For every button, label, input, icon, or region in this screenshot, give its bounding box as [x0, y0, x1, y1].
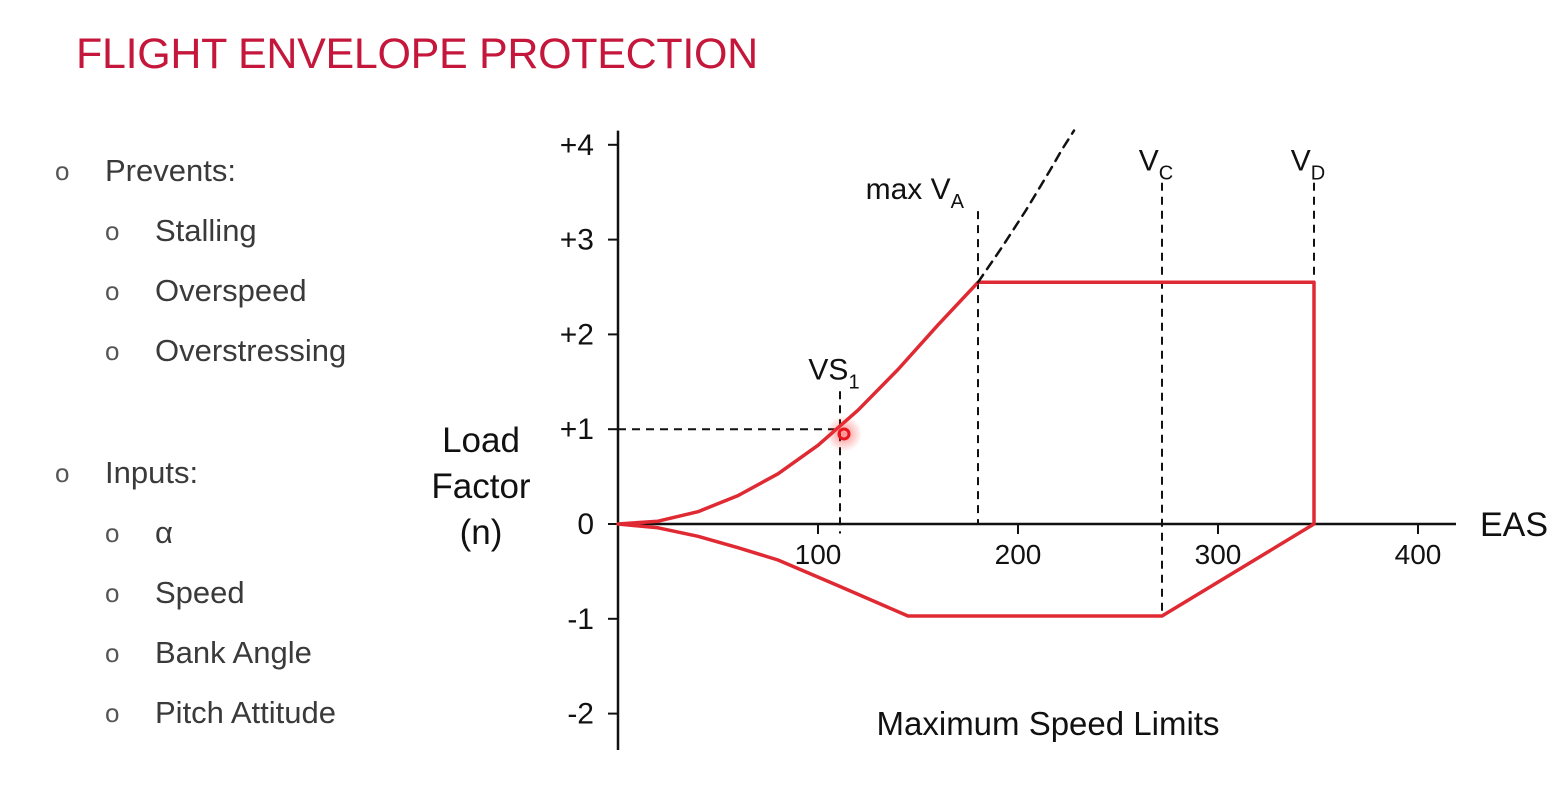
highlight-point-glow [826, 415, 862, 452]
bullet-marker: o [105, 518, 120, 548]
bullet-prevents-heading: Prevents: [105, 153, 236, 188]
y-tick-label: 0 [577, 508, 594, 541]
y-tick-label: +1 [560, 413, 594, 446]
bullet-item-label: Speed [155, 575, 245, 610]
bullet-item-label: Bank Angle [155, 635, 312, 670]
bullet-item-label: α [155, 515, 173, 550]
y-axis-label-line: Load [442, 421, 520, 460]
envelope-line [616, 280, 1316, 618]
bullet-marker: o [105, 638, 120, 668]
y-tick-label: +3 [560, 224, 594, 257]
bullet-inputs-heading: Inputs: [105, 455, 199, 490]
marker-label: VS1 [808, 353, 859, 393]
bullet-prevents: o Prevents: [55, 153, 236, 189]
stall-boundary-dashed-line [976, 129, 1076, 284]
x-tick-label: 400 [1395, 539, 1442, 570]
bullet-marker: o [105, 216, 120, 246]
bullet-marker: o [105, 276, 120, 306]
bullet-overstressing: o Overstressing [105, 333, 347, 369]
x-tick-label: 300 [1195, 539, 1242, 570]
x-axis-label: EAS [1480, 506, 1548, 544]
bullet-item-label: Overstressing [155, 333, 347, 368]
y-axis-label-line: Factor [431, 467, 531, 506]
y-tick-label: +4 [560, 129, 594, 162]
marker-label: VD [1291, 145, 1325, 185]
marker-label: VC [1139, 145, 1173, 185]
bullet-speed: o Speed [105, 575, 245, 611]
x-tick-label: 100 [795, 539, 842, 570]
bullet-inputs: o Inputs: [55, 455, 199, 491]
y-axis-label-line: (n) [460, 513, 503, 552]
bullet-marker: o [105, 578, 120, 608]
chart-layer: +4 +3 +2 +1 0 -1 -2 100 200 300 400 EAS Load Factor (n… [431, 129, 1548, 750]
bullet-marker: o [105, 698, 120, 728]
bullet-bank-angle: o Bank Angle [105, 635, 312, 671]
bullet-item-label: Stalling [155, 213, 257, 248]
bullet-alpha: o α [105, 515, 173, 551]
highlight-point [837, 427, 851, 441]
slide-title: FLIGHT ENVELOPE PROTECTION [76, 30, 758, 78]
bullet-marker: o [55, 458, 70, 488]
bullet-item-label: Pitch Attitude [155, 695, 336, 730]
y-tick-label: -2 [567, 698, 594, 731]
bullet-pitch-attitude: o Pitch Attitude [105, 695, 336, 731]
bullet-item-label: Overspeed [155, 273, 307, 308]
x-tick-label: 200 [995, 539, 1042, 570]
y-tick-label: +2 [560, 318, 594, 351]
bullet-marker: o [55, 156, 70, 186]
bullet-stalling: o Stalling [105, 213, 257, 249]
y-tick-label: -1 [567, 603, 594, 636]
marker-label: max VA [866, 173, 965, 213]
chart-caption: Maximum Speed Limits [877, 705, 1220, 742]
bullet-overspeed: o Overspeed [105, 273, 307, 309]
bullet-marker: o [105, 336, 120, 366]
